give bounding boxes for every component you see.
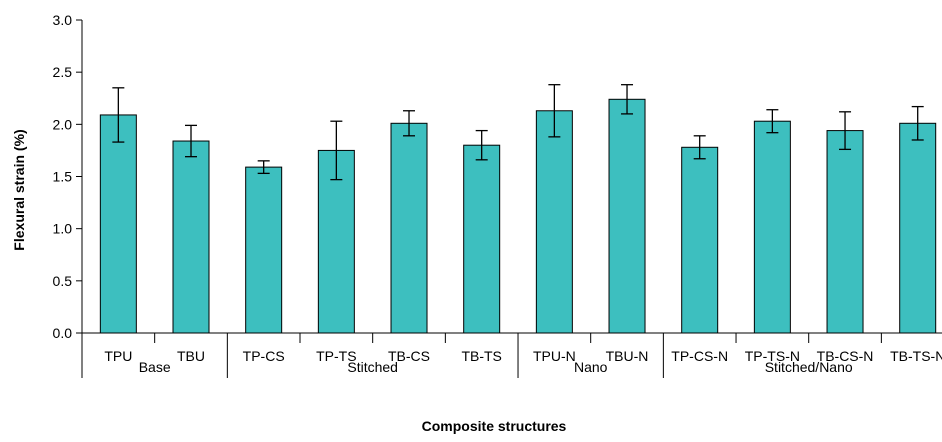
error-bar-TB-TS [475,129,488,161]
axes [81,20,942,378]
x-axis-title: Composite structures [422,418,567,434]
y-tick-label: 2.5 [53,64,73,80]
category-label: TBU-N [606,348,649,364]
bar-TB-CS [390,122,428,334]
bar-TB-TS-N [899,122,937,334]
y-tick-label: 0.5 [53,273,73,289]
y-axis-title: Flexural strain (%) [11,129,27,250]
category-label: TB-CS-N [817,348,874,364]
category-label: TBU [177,348,205,364]
error-bar-TP-CS-N [693,135,706,160]
error-bars [112,84,924,181]
category-label: TP-TS [316,348,356,364]
bar-TPU-N [535,110,573,334]
category-label: TPU-N [533,348,576,364]
error-bar-TB-TS-N [911,105,924,141]
y-tick-label: 2.0 [53,116,73,132]
group-labels: Base Stitched Nano Stitched/Nano [139,359,853,375]
bar-TB-TS [463,144,501,334]
group-label: Base [139,359,171,375]
group-label: Nano [574,359,608,375]
category-label: TB-TS-N [890,348,942,364]
error-bar-TB-CS-N [839,111,852,151]
y-axis-ticks: 0.0 0.5 1.0 1.5 2.0 2.5 3.0 [53,12,82,341]
category-label: TB-TS [461,348,501,364]
error-bar-TBU [185,124,198,158]
error-bar-TPU [112,87,125,143]
bar-TP-CS-N [681,146,719,334]
y-tick-label: 1.0 [53,221,73,237]
category-label: TPU [104,348,132,364]
bar-TP-TS-N [753,120,791,334]
y-tick-label: 1.5 [53,169,73,185]
error-bar-TBU-N [621,84,634,115]
error-bar-TPU-N [548,84,561,138]
error-bar-TP-TS [330,120,343,181]
error-bar-TP-CS [257,160,270,175]
bar-TP-CS [245,166,283,334]
category-labels: TPU TBU TP-CS TP-TS TB-CS TB-TS TPU-N TBU-N TP-C… [104,348,942,364]
category-label: TP-CS [243,348,285,364]
group-label: Stitched [347,359,398,375]
category-label: TP-CS-N [671,348,728,364]
bar-TPU [99,114,137,334]
bar-TB-CS-N [826,130,864,334]
error-bar-TB-CS [403,110,416,137]
category-label: TB-CS [388,348,430,364]
group-label: Stitched/Nano [765,359,853,375]
y-tick-label: 3.0 [53,12,73,28]
bars [99,98,937,334]
bar-TBU-N [608,98,646,334]
y-tick-label: 0.0 [53,325,73,341]
bar-TBU [172,140,210,334]
category-label: TP-TS-N [745,348,800,364]
error-bar-TP-TS-N [766,109,779,134]
